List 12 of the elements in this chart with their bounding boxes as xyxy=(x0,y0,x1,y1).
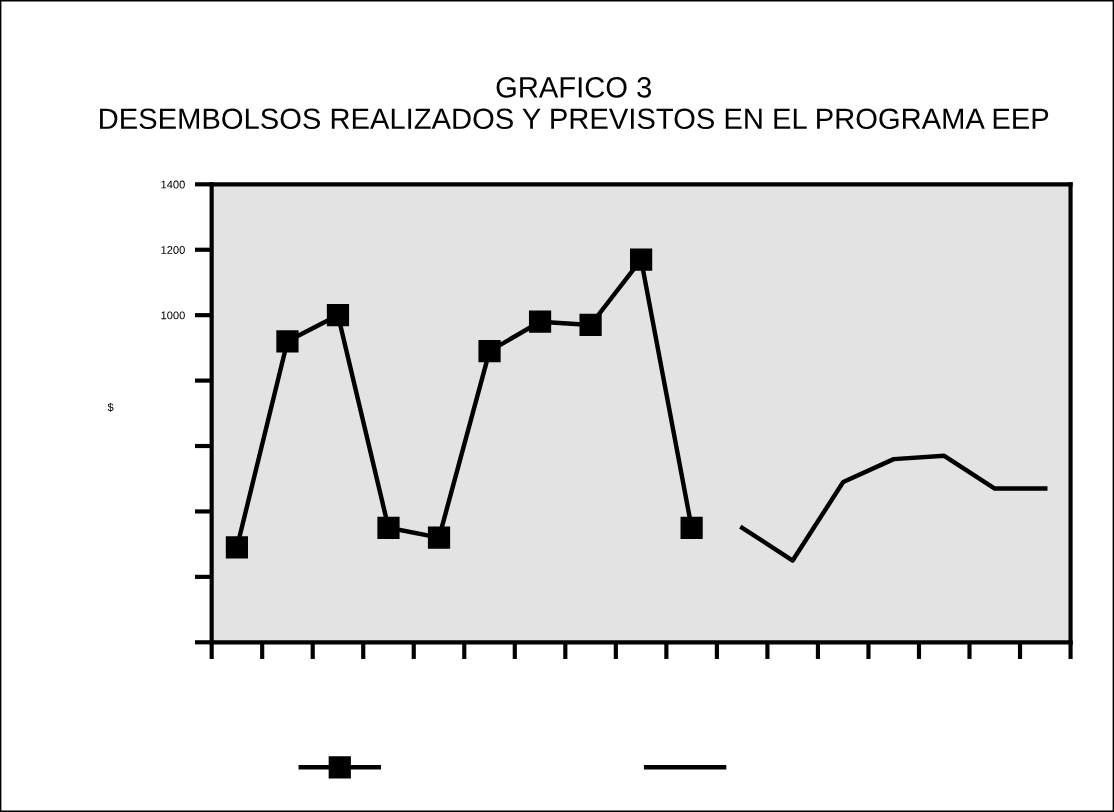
chart-title: GRAFICO 3 DESEMBOLSOS REALIZADOS Y PREVISTOS EN EL PROGRAMA EEP xyxy=(100,77,1049,130)
point xyxy=(377,516,400,539)
point xyxy=(579,313,602,337)
point xyxy=(326,304,350,327)
point xyxy=(225,536,249,559)
point xyxy=(528,310,552,333)
point xyxy=(630,248,653,271)
point xyxy=(427,526,451,549)
line-series xyxy=(739,453,1048,563)
point xyxy=(276,330,299,353)
point xyxy=(680,516,703,539)
point xyxy=(478,340,501,363)
